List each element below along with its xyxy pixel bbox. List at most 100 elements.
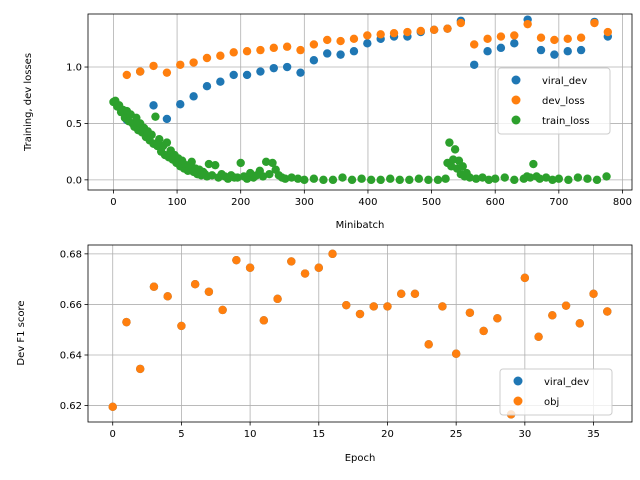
loss-point-train-loss [445,138,454,147]
loss-point-viral-dev [176,100,185,109]
loss-point-dev-loss [389,28,399,38]
loss-y-axis-label: Training, dev losses [23,53,34,152]
loss-point-viral-dev [309,56,319,65]
loss-legend-marker-train-loss [511,115,521,125]
loss-point-train-loss [592,175,602,185]
f1-point-obj [493,314,502,323]
f1-point-obj [479,326,488,336]
loss-legend-label-dev-loss: dev_loss [542,96,585,107]
loss-point-dev-loss [323,35,332,45]
f1-point-obj [465,308,475,317]
loss-point-train-loss [261,157,271,166]
loss-point-viral-dev [256,67,265,76]
f1-point-obj [245,263,255,272]
loss-point-train-loss [233,173,242,182]
loss-point-dev-loss [256,45,265,55]
loss-legend-frame [497,67,611,135]
loss-point-dev-loss [242,47,252,56]
loss-point-dev-loss [603,27,613,37]
loss-point-dev-loss [416,26,425,36]
loss-point-train-loss [347,175,357,185]
loss-point-dev-loss [269,43,278,53]
f1-point-obj [520,273,530,283]
loss-point-train-loss [366,175,376,185]
loss-x-tick-label: 300 [295,197,314,208]
f1-point-obj [273,294,282,304]
f1-point-obj [410,289,420,299]
loss-point-dev-loss [590,18,599,28]
loss-x-tick-label: 700 [549,197,568,208]
loss-point-train-loss [265,170,274,179]
loss-point-viral-dev [563,47,572,56]
loss-point-dev-loss [536,33,546,42]
f1-y-tick-label: 0.66 [60,300,82,311]
loss-point-viral-dev [336,50,345,59]
f1-legend-label-obj: obj [544,397,559,408]
f1-point-obj [438,302,447,311]
loss-point-train-loss [162,138,172,147]
f1-point-obj [561,301,571,310]
loss-x-tick-label: 0 [110,197,116,208]
loss-point-train-loss [541,173,551,182]
f1-y-tick-label: 0.68 [60,249,82,260]
f1-point-obj [451,349,461,358]
loss-point-dev-loss [162,68,172,77]
loss-point-train-loss [357,174,366,183]
loss-axes-frame [87,13,633,191]
loss-point-dev-loss [309,40,319,49]
loss-point-viral-dev [282,62,292,72]
loss-legend: viral_dev dev_loss train_loss [497,67,611,135]
loss-point-train-loss [573,173,583,182]
loss-point-train-loss [602,172,611,181]
loss-point-dev-loss [563,34,572,44]
f1-point-obj [397,289,406,299]
loss-point-dev-loss [229,48,238,57]
loss-point-train-loss [510,175,519,185]
loss-point-viral-dev [363,39,372,48]
loss-point-train-loss [500,173,509,182]
f1-point-obj [424,340,433,349]
f1-legend: viral_dev obj [499,368,613,416]
loss-point-viral-dev [470,60,479,69]
loss-point-train-loss [424,175,433,185]
loss-point-dev-loss [496,32,506,41]
loss-legend-label-viral-dev: viral_dev [542,76,587,87]
loss-point-dev-loss [429,25,439,34]
loss-x-tick-label: 500 [422,197,441,208]
loss-x-axis-label: Minibatch [336,220,385,231]
loss-y-tick-label: 0.0 [66,175,82,186]
loss-point-dev-loss [443,24,452,33]
f1-ticks: 0 5 10 15 20 25 30 35 0.62 0.64 0.66 0.68 [60,249,600,440]
f1-y-axis-label: Dev F1 score [16,300,27,365]
loss-point-dev-loss [576,33,586,42]
loss-point-dev-loss [176,60,185,69]
f1-legend-marker-obj [513,396,523,406]
f1-point-obj [383,302,392,311]
f1-x-tick-label: 15 [312,429,325,440]
loss-marks [109,15,613,185]
loss-point-train-loss [564,175,573,185]
loss-point-train-loss [441,174,450,183]
f1-point-obj [218,305,227,315]
f1-legend-label-viral-dev: viral_dev [544,377,589,388]
f1-x-tick-label: 30 [518,429,531,440]
loss-point-dev-loss [403,27,412,37]
loss-point-viral-dev [162,114,172,124]
loss-point-dev-loss [135,67,145,76]
loss-point-train-loss [525,173,535,182]
loss-point-train-loss [583,174,592,183]
f1-x-tick-label: 10 [244,429,257,440]
loss-point-train-loss [554,174,564,183]
f1-axes-frame [87,244,633,423]
loss-point-dev-loss [456,18,466,28]
loss-point-viral-dev [323,49,332,58]
loss-point-viral-dev [576,45,586,55]
loss-point-train-loss [211,160,220,170]
f1-x-tick-label: 0 [110,429,116,440]
loss-point-viral-dev [349,47,359,56]
f1-x-tick-label: 20 [381,429,394,440]
loss-x-tick-label: 800 [613,197,632,208]
loss-point-train-loss [471,174,481,183]
loss-point-train-loss [300,175,309,185]
